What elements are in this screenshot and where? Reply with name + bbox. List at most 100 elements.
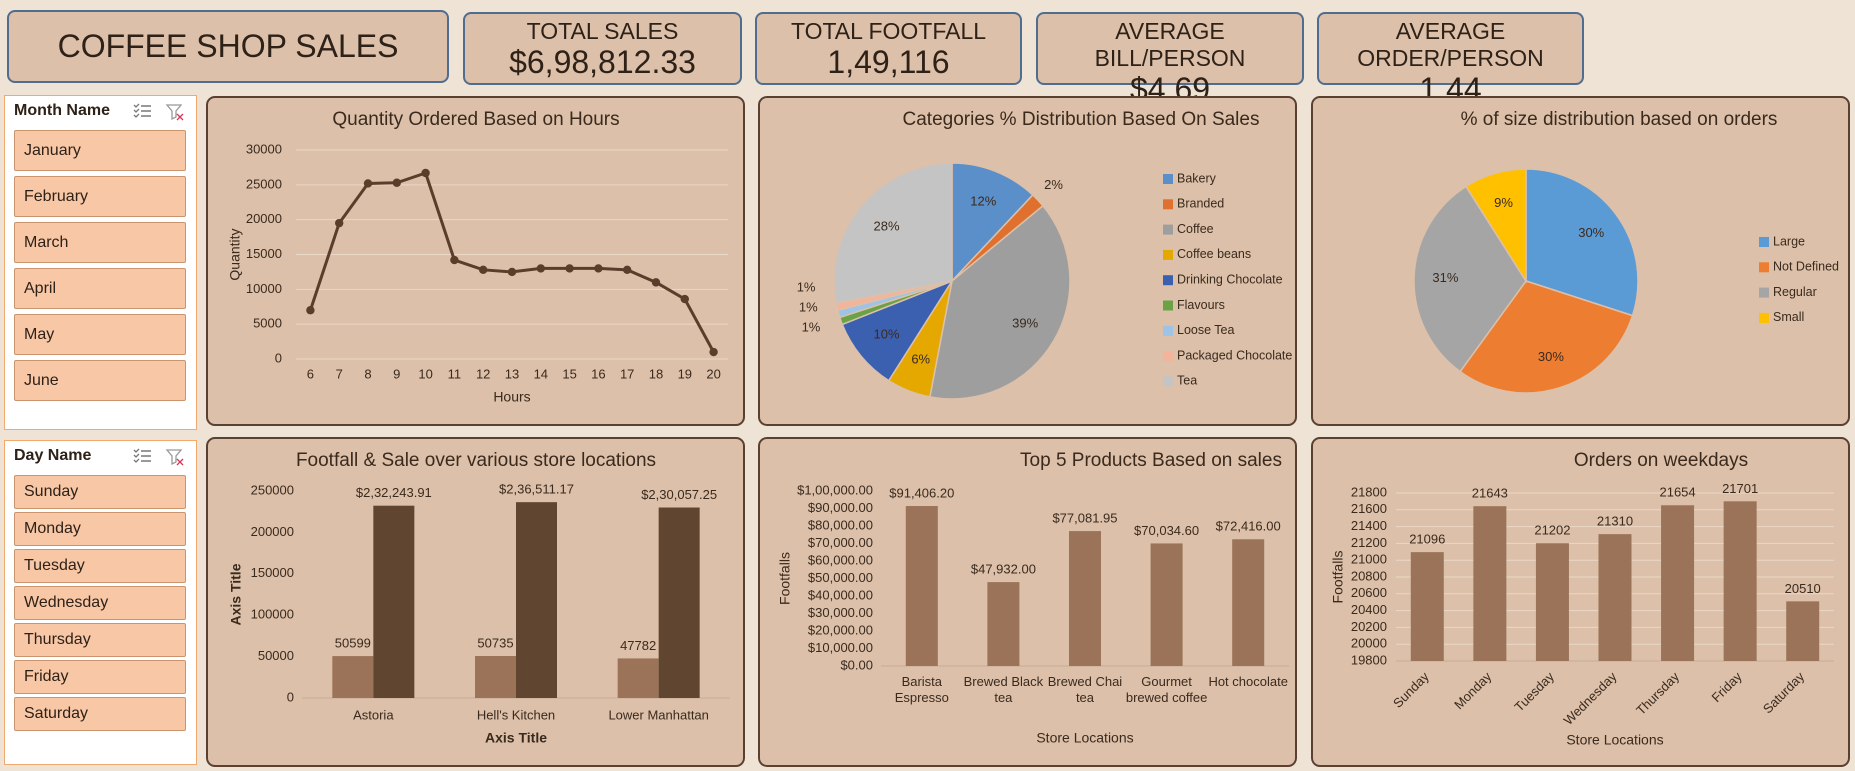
slicer-item[interactable]: Friday [14,660,186,694]
bar [1723,501,1757,661]
bar [475,655,516,698]
y-tick-label: $30,000.00 [808,605,873,620]
point [565,264,574,273]
legend-label: Tea [1177,374,1197,388]
kpi-card: AVERAGE BILL/PERSON $4.69 [1036,12,1304,106]
data-label: 31% [1432,270,1458,285]
slicer-item[interactable]: Wednesday [14,586,186,620]
x-tick-label: 17 [620,366,634,381]
kpi-value: $6,98,812.33 [509,44,696,80]
legend-swatch [1163,325,1173,336]
y-tick-label: 21800 [1351,484,1387,499]
legend-swatch [1759,262,1769,273]
chart-panel: Quantity Ordered Based on Hours 0 5000 1000… [206,96,745,426]
y-tick-label: $60,000.00 [808,552,873,567]
pie-slice [833,162,953,304]
bar [1232,539,1265,666]
bar [373,505,415,698]
y-tick-label: $40,000.00 [808,587,873,602]
legend-label: Drinking Chocolate [1177,272,1283,286]
line [308,171,715,353]
x-tick-label: 12 [476,366,490,381]
bar [1598,534,1632,661]
x-tick-label: 8 [364,366,371,381]
y-tick-label: 15000 [246,246,282,261]
x-tick-label: Wednesday [1561,669,1620,728]
y-tick-label: 19800 [1351,652,1387,667]
chart-title: % of size distribution based on orders [1461,109,1778,130]
slicer-item[interactable]: Sunday [14,475,186,509]
bar [1535,543,1569,661]
icon-check [133,113,140,118]
slicer-item[interactable]: April [14,268,186,309]
legend-label: Coffee beans [1177,247,1251,261]
slicer-item[interactable]: February [14,176,186,217]
data-label: 28% [874,218,900,233]
x-tick-label: 18 [649,366,663,381]
slicer-item[interactable]: Saturday [14,697,186,731]
y-tick-label: 20400 [1351,602,1387,617]
bar [332,656,374,698]
legend-label: Branded [1177,197,1224,211]
y-tick-label: 50000 [258,648,294,663]
chart: % of size distribution based on orders 30… [1413,109,1839,394]
x-tick-wrap: Brewed Black tea [964,674,1043,705]
point [335,218,344,228]
kpi-label: AVERAGE BILL/PERSON [1094,18,1246,71]
y-tick-label: 150000 [251,565,294,580]
data-label: 6% [911,351,930,366]
x-tick-label: 20 [706,366,720,381]
slicer-item[interactable]: May [14,314,186,355]
slicer-icons [133,448,184,466]
slicer-item[interactable]: Tuesday [14,549,186,583]
slicer-item[interactable]: Thursday [14,623,186,657]
point [623,265,632,275]
legend-label: Loose Tea [1177,323,1235,337]
pie-slice [841,279,954,382]
x-axis-label: Hours [493,389,530,405]
bar [905,506,938,666]
slicer-item[interactable]: Monday [14,512,186,546]
x-tick-label: 19 [678,366,692,381]
icon-clear [176,113,184,121]
data-label: 21643 [1472,486,1508,501]
y-tick-label: 20800 [1351,568,1387,583]
legend-label: Packaged Chocolate [1177,348,1292,362]
chart-panel: % of size distribution based on orders 30… [1311,96,1850,426]
legend-label: Coffee [1177,222,1214,236]
y-tick-label: $10,000.00 [808,640,873,655]
data-label: $47,932.00 [971,562,1036,577]
data-label: 2% [1044,177,1063,192]
legend-label: Not Defined [1773,260,1839,274]
bar [1410,552,1444,661]
data-label: $70,034.60 [1134,523,1199,538]
y-tick-label: 21200 [1351,535,1387,550]
data-label: 10% [874,327,900,342]
y-tick-label: 5000 [253,316,282,331]
point [421,168,430,178]
y-tick-label: 20600 [1351,585,1387,600]
kpi-value: 1,49,116 [827,44,950,80]
x-tick-label: 6 [307,366,314,381]
y-tick-label: 20000 [1351,636,1387,651]
point [507,267,517,277]
point [306,306,315,315]
slicer-item[interactable]: January [14,130,186,171]
slicer-header: Month Name [14,102,110,119]
chart: Quantity Ordered Based on Hours 0 5000 1000… [227,109,728,405]
pie-slice [1413,185,1527,373]
icon-filter [165,449,183,466]
slicer-item[interactable]: June [14,360,186,401]
legend-swatch [1163,275,1173,286]
kpi-card: TOTAL FOOTFALL 1,49,116 [755,12,1022,85]
slicer: Month Name January February March April May Ju… [4,95,197,430]
bar [617,658,659,698]
point [392,178,401,187]
data-label: 47782 [620,638,656,653]
slicer-item[interactable]: March [14,222,186,263]
y-tick-label: 200000 [251,524,294,539]
chart-title: Top 5 Products Based on sales [1020,450,1282,471]
data-label: $2,32,243.91 [356,485,432,500]
y-tick-label: 250000 [251,482,294,497]
